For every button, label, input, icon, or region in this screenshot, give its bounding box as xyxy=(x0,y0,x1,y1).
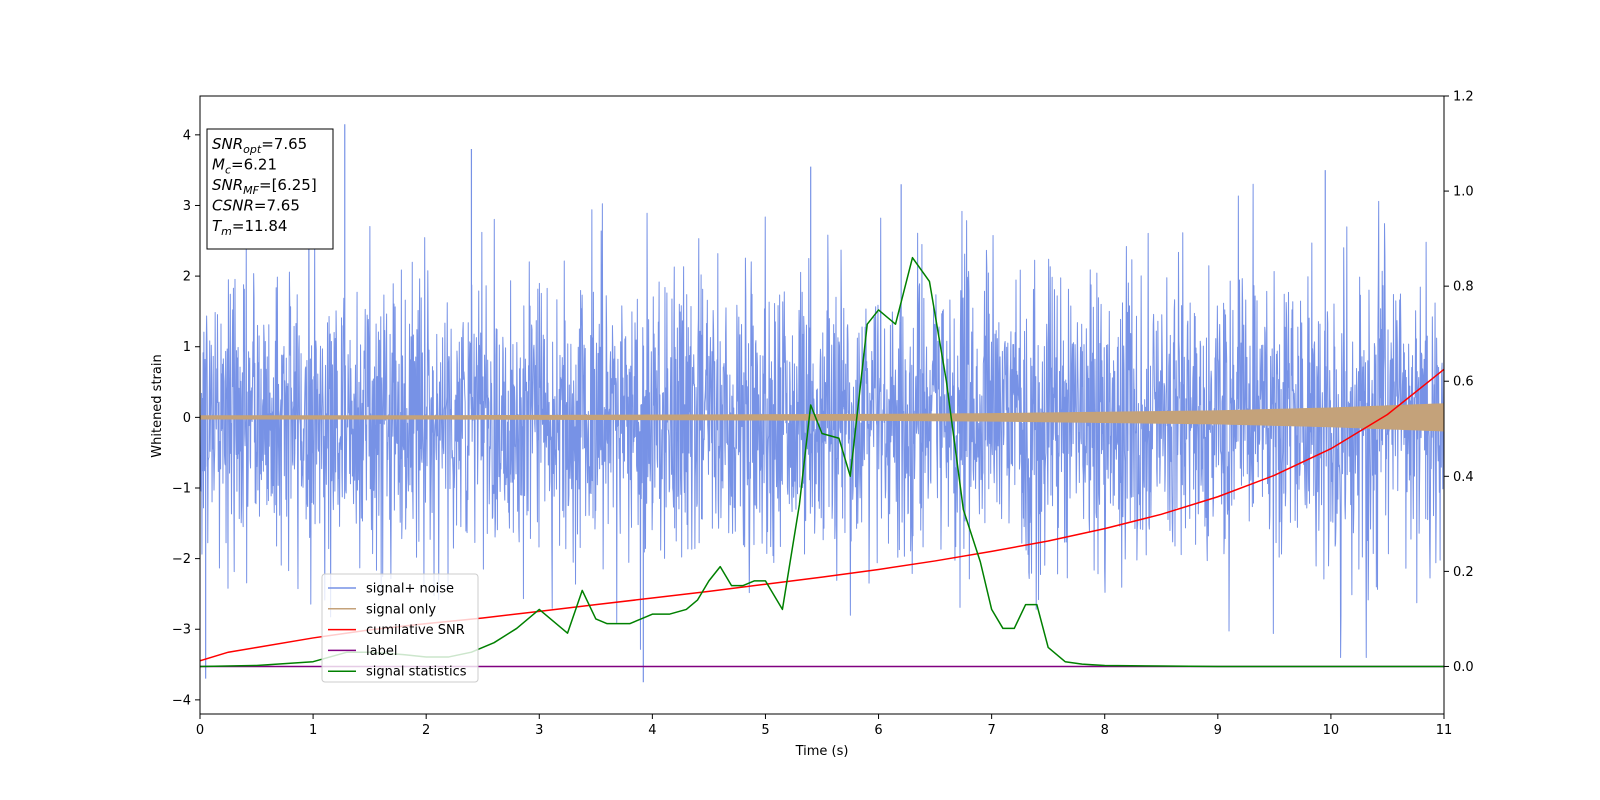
y2-tick-label: 0.2 xyxy=(1453,565,1474,580)
x-tick-label: 8 xyxy=(1101,723,1109,738)
x-tick-label: 6 xyxy=(874,723,882,738)
y2-tick-label: 0.4 xyxy=(1453,470,1474,485)
y-tick-label: 3 xyxy=(183,199,191,214)
y2-tick-label: 1.2 xyxy=(1453,90,1474,105)
info-box-line: Mc=6.21 xyxy=(212,156,277,177)
x-tick-label: 1 xyxy=(309,723,317,738)
x-tick-label: 5 xyxy=(761,723,769,738)
y2-tick-label: 0.0 xyxy=(1453,660,1474,675)
legend-label-signal-only: signal only xyxy=(366,602,436,617)
y-tick-label: 0 xyxy=(183,411,191,426)
y-tick-label: −3 xyxy=(172,623,191,638)
x-axis-label: Time (s) xyxy=(795,744,849,759)
x-tick-label: 2 xyxy=(422,723,430,738)
legend-label-signal-noise: signal+ noise xyxy=(366,582,454,597)
legend-label-signal-statistics: signal statistics xyxy=(366,665,467,680)
y2-tick-label: 0.8 xyxy=(1453,280,1474,295)
plot-frame xyxy=(199,95,1445,715)
y-tick-label: −2 xyxy=(172,552,191,567)
info-box-line: Tm=11.84 xyxy=(212,217,287,238)
y-tick-label: 4 xyxy=(183,128,191,143)
x-tick-label: 9 xyxy=(1214,723,1222,738)
x-tick-label: 7 xyxy=(987,723,995,738)
x-tick-label: 10 xyxy=(1323,723,1340,738)
legend-frame xyxy=(321,573,479,683)
y2-tick-label: 0.6 xyxy=(1453,375,1474,390)
info-box-line: SNRMF=[6.25] xyxy=(212,176,317,197)
series-fill-signal-only xyxy=(200,403,1444,432)
y-tick-label: 1 xyxy=(183,340,191,355)
info-box-line: CSNR=7.65 xyxy=(212,197,300,215)
y2-tick-label: 1.0 xyxy=(1453,185,1474,200)
x-axis: 0 1 2 3 4 5 6 7 8 9 10 11 xyxy=(196,714,1452,738)
x-tick-label: 4 xyxy=(648,723,656,738)
legend: signal+ noise signal only cumilative SNR la… xyxy=(321,573,479,683)
y-tick-label: −4 xyxy=(172,693,191,708)
y-axis-right: 0.0 0.2 0.4 0.6 0.8 1.0 1.2 xyxy=(1444,90,1474,675)
legend-label-label: label xyxy=(366,644,397,659)
y-axis-label: Whitened strain xyxy=(150,354,165,457)
info-box-line: SNRopt=7.65 xyxy=(212,135,307,156)
y-axis-left: −4 −3 −2 −1 0 1 2 3 4 xyxy=(172,128,200,708)
x-tick-label: 0 xyxy=(196,723,204,738)
x-tick-label: 3 xyxy=(535,723,543,738)
y-tick-label: 2 xyxy=(183,270,191,285)
y-tick-label: −1 xyxy=(172,481,191,496)
x-tick-label: 11 xyxy=(1436,723,1453,738)
legend-label-cumilative-snr: cumilative SNR xyxy=(366,623,465,638)
series-line-signal-statistics xyxy=(200,256,1444,668)
series-line-signal-plus-noise xyxy=(200,183,1444,658)
info-box-frame xyxy=(206,128,334,250)
